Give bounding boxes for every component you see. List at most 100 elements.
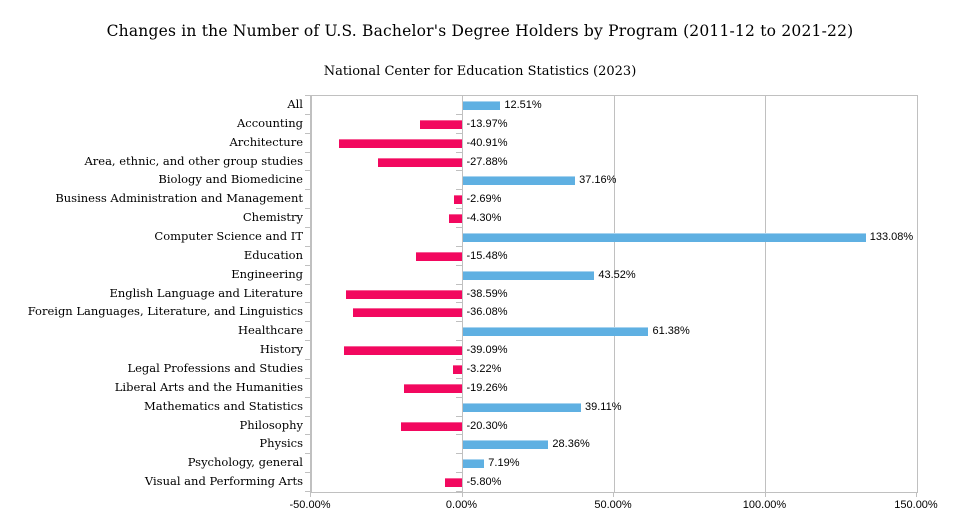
category-tick-axis	[455, 302, 462, 304]
value-label: 39.11%	[585, 400, 622, 413]
gridline	[462, 96, 463, 492]
bar-positive	[462, 232, 866, 242]
category-tick	[305, 113, 310, 115]
category-label: Philosophy	[239, 417, 303, 432]
category-tick-axis	[455, 245, 462, 247]
category-label: Visual and Performing Arts	[144, 474, 303, 489]
category-tick	[305, 453, 310, 455]
bar-negative	[344, 346, 463, 356]
bar-positive	[462, 440, 549, 450]
category-tick-axis	[455, 453, 462, 455]
category-tick-axis	[455, 359, 462, 360]
gridline	[765, 96, 766, 492]
value-label: 28.36%	[552, 438, 590, 451]
value-label: 43.52%	[598, 268, 636, 281]
value-label: -19.26%	[466, 381, 508, 394]
category-tick	[305, 170, 310, 172]
category-label: Engineering	[231, 266, 303, 281]
bar-negative	[452, 364, 463, 374]
value-tick	[613, 492, 614, 497]
bar-negative	[454, 195, 463, 205]
x-axis-label: 50.00%	[594, 499, 632, 511]
category-label: History	[259, 342, 303, 357]
category-tick-axis	[455, 396, 462, 398]
category-tick-axis	[455, 132, 462, 134]
bar-positive	[462, 459, 485, 469]
category-tick-axis	[455, 151, 462, 153]
category-tick	[305, 377, 310, 379]
gridline	[310, 96, 312, 492]
value-label: -36.08%	[466, 306, 508, 319]
category-label: Architecture	[229, 134, 303, 149]
category-tick-axis	[455, 377, 462, 379]
category-label: Accounting	[237, 115, 303, 130]
value-label: -20.30%	[466, 419, 508, 432]
category-tick	[305, 95, 310, 96]
bar-negative	[345, 289, 463, 299]
gridline	[613, 96, 615, 492]
category-label: Biology and Biomedicine	[158, 172, 303, 187]
category-tick	[305, 151, 310, 153]
category-tick-axis	[455, 170, 462, 172]
value-label: -40.91%	[466, 136, 508, 149]
bar-negative	[420, 119, 463, 129]
category-tick	[305, 396, 310, 398]
bar-negative	[415, 251, 463, 261]
category-tick	[305, 208, 310, 210]
category-label: Area, ethnic, and other group studies	[84, 153, 303, 168]
category-tick	[305, 415, 310, 417]
value-label: -3.22%	[466, 362, 502, 375]
value-tick	[916, 492, 917, 497]
category-label: Legal Professions and Studies	[127, 360, 303, 375]
value-label: -39.09%	[466, 344, 508, 357]
category-tick	[305, 227, 310, 228]
category-label: Liberal Arts and the Humanities	[114, 379, 303, 394]
category-tick	[305, 491, 310, 492]
bar-positive	[462, 100, 501, 110]
value-label: -15.48%	[466, 249, 508, 262]
bar-negative	[449, 214, 463, 224]
category-label: Chemistry	[242, 210, 303, 225]
category-label: Psychology, general	[187, 455, 303, 470]
category-label: English Language and Literature	[109, 285, 303, 300]
category-tick-axis	[455, 95, 462, 96]
bar-negative	[404, 383, 463, 393]
value-tick	[461, 492, 463, 497]
category-tick-axis	[455, 472, 462, 474]
x-axis-label: 0.00%	[445, 499, 478, 511]
x-axis-label: -50.00%	[289, 499, 331, 511]
plot-area: 12.51% -13.97% -40.91% -27.88% 37.16% -2.69% -…	[310, 95, 918, 493]
bar-negative	[338, 138, 463, 148]
bar-negative	[353, 308, 463, 318]
category-tick-axis	[455, 434, 462, 436]
value-label: -27.88%	[466, 155, 508, 168]
category-tick-axis	[455, 415, 462, 417]
category-tick	[305, 132, 310, 134]
value-label: -38.59%	[466, 287, 508, 300]
value-label: 61.38%	[652, 325, 690, 338]
category-tick	[305, 434, 310, 436]
category-tick-axis	[455, 321, 462, 323]
category-tick	[305, 283, 310, 285]
value-label: -13.97%	[466, 117, 508, 130]
category-tick-axis	[455, 113, 462, 115]
value-tick	[310, 492, 311, 497]
category-tick-axis	[455, 227, 462, 228]
x-axis-label: 100.00%	[742, 499, 787, 511]
value-label: -5.80%	[466, 476, 502, 489]
category-tick	[305, 245, 310, 247]
value-label: 133.08%	[869, 230, 914, 243]
category-tick	[305, 340, 310, 342]
value-tick	[764, 492, 766, 497]
category-label: Foreign Languages, Literature, and Lingu…	[27, 304, 303, 319]
category-tick-axis	[455, 189, 462, 191]
value-label: 37.16%	[579, 174, 617, 187]
chart-title: Changes in the Number of U.S. Bachelor's…	[106, 22, 854, 40]
category-tick	[305, 264, 310, 266]
category-label: Business Administration and Management	[55, 191, 303, 206]
category-tick-axis	[455, 340, 462, 342]
category-tick	[305, 321, 310, 323]
bar-positive	[462, 176, 576, 186]
bar-positive	[462, 327, 649, 337]
bar-positive	[462, 270, 595, 280]
